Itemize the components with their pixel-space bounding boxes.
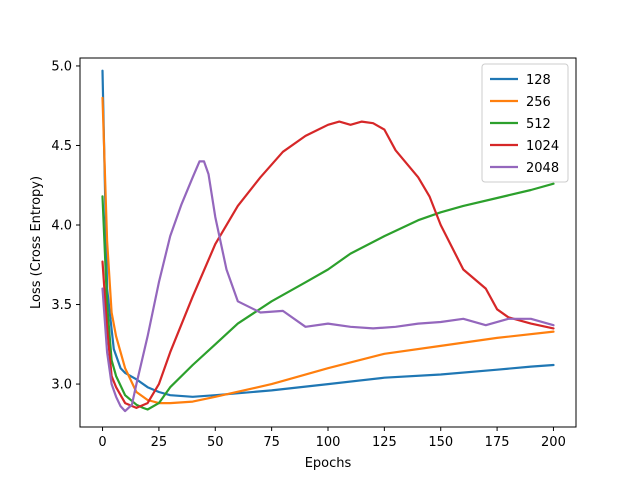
x-axis-ticks: 0 25 50 75 100 125 150 175 200 [98,427,566,450]
x-tick-label: 125 [372,435,397,450]
series-lines [101,69,555,413]
legend-label-128: 128 [526,73,551,88]
x-tick-label: 75 [263,435,280,450]
y-tick-label: 3.5 [51,298,72,313]
y-tick-label: 4.0 [51,219,72,234]
series-line-512 [101,182,555,411]
series-line-1024 [101,120,555,409]
x-tick-label: 150 [428,435,453,450]
y-tick-label: 5.0 [51,59,72,74]
y-tick-label: 3.0 [51,378,72,393]
x-tick-label: 0 [98,435,106,450]
y-axis-ticks: 3.0 3.5 4.0 4.5 5.0 [51,59,80,393]
legend: 128 256 512 1024 2048 [481,63,569,183]
legend-label-2048: 2048 [526,161,559,176]
plot-frame [79,57,577,428]
x-tick-label: 200 [541,435,566,450]
series-line-128 [101,69,555,398]
x-tick-label: 50 [207,435,224,450]
series-line-256 [101,96,555,405]
y-tick-label: 4.5 [51,139,72,154]
legend-label-256: 256 [526,95,551,110]
y-axis-label: Loss (Cross Entropy) [29,176,44,309]
legend-label-1024: 1024 [526,139,559,154]
x-tick-label: 25 [151,435,168,450]
x-tick-label: 175 [485,435,510,450]
legend-label-512: 512 [526,117,551,132]
series-line-2048 [101,160,555,413]
x-axis-label: Epochs [305,456,352,471]
x-tick-label: 100 [316,435,341,450]
legend-frame [481,63,569,183]
